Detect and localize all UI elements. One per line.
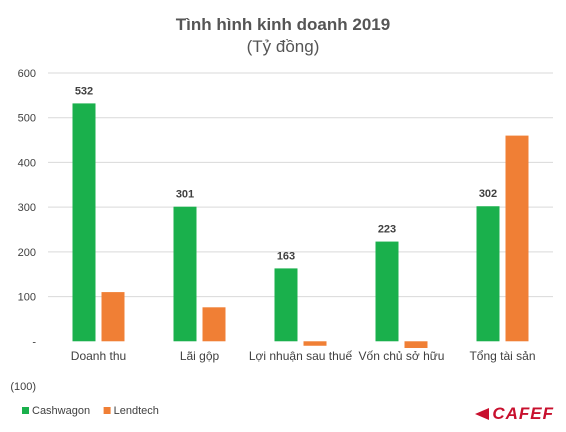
y-tick-label: 100 xyxy=(18,292,36,304)
y-tick-label: 400 xyxy=(18,157,36,169)
data-label-cashwagon: 301 xyxy=(176,189,194,201)
y-tick-label: (100) xyxy=(10,381,36,393)
legend-swatch-cashwagon xyxy=(22,407,29,414)
logo-arrow-icon xyxy=(475,408,490,420)
y-tick-label: 300 xyxy=(18,202,36,214)
data-label-cashwagon: 163 xyxy=(277,250,295,262)
logo-text: CAFEF xyxy=(492,404,554,423)
y-tick-label: - xyxy=(32,336,36,348)
bar-cashwagon-4 xyxy=(375,241,399,342)
legend: Cashwagon Lendtech xyxy=(22,405,159,417)
data-label-cashwagon: 302 xyxy=(479,188,497,200)
bar-lendtech-3 xyxy=(303,341,327,346)
bar-cashwagon-5 xyxy=(476,206,500,342)
y-tick-label: 500 xyxy=(18,113,36,125)
cafef-logo: CAFEF xyxy=(475,404,554,424)
data-label-cashwagon: 223 xyxy=(378,224,396,236)
bar-lendtech-5 xyxy=(505,135,529,342)
bar-lendtech-2 xyxy=(202,307,226,342)
bars xyxy=(72,103,529,348)
bar-lendtech-4 xyxy=(404,341,428,348)
y-axis-ticks: (100) - 100 200 300 400 500 600 xyxy=(10,68,36,393)
legend-label-lendtech: Lendtech xyxy=(114,405,159,417)
legend-label-cashwagon: Cashwagon xyxy=(32,405,90,417)
category-label: Lãi gộp xyxy=(180,349,220,363)
bar-cashwagon-2 xyxy=(173,206,197,342)
data-labels: 532 301 163 223 302 xyxy=(75,85,497,262)
chart-subtitle: (Tỷ đồng) xyxy=(247,37,320,56)
category-labels: Doanh thu Lãi gộp Lợi nhuận sau thuế Vốn ch… xyxy=(71,349,536,363)
chart-title: Tình hình kinh doanh 2019 xyxy=(176,15,390,34)
gridlines xyxy=(48,72,553,298)
y-tick-label: 200 xyxy=(18,247,36,259)
category-label: Doanh thu xyxy=(71,349,126,363)
category-label: Lợi nhuận sau thuế xyxy=(249,349,353,363)
data-label-cashwagon: 532 xyxy=(75,85,93,97)
bar-cashwagon-1 xyxy=(72,103,96,342)
legend-swatch-lendtech xyxy=(103,407,111,414)
category-label: Vốn chủ sở hữu xyxy=(359,349,445,363)
bar-cashwagon-3 xyxy=(274,268,298,342)
category-label: Tổng tài sản xyxy=(469,349,535,363)
y-tick-label: 600 xyxy=(18,68,36,80)
bar-lendtech-1 xyxy=(101,292,125,342)
